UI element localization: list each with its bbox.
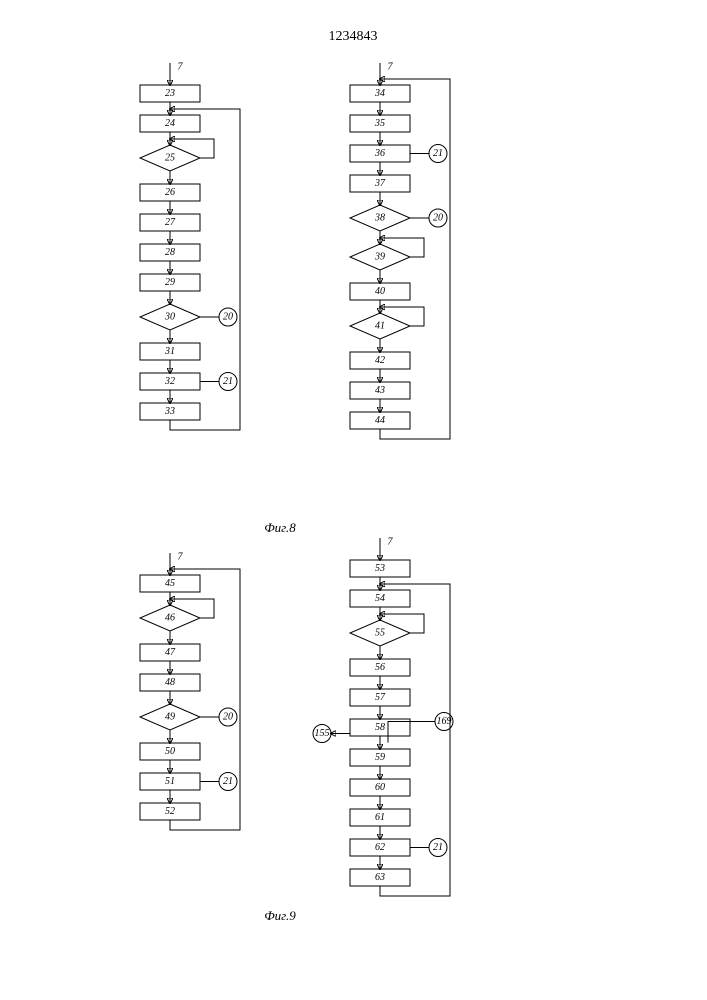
- connector-label-20: 20: [223, 711, 233, 722]
- caption-fig9: Фиг.9: [264, 908, 296, 923]
- process-label-36: 36: [374, 148, 385, 159]
- process-label-56: 56: [375, 662, 385, 673]
- decision-label-55: 55: [375, 627, 385, 638]
- process-label-53: 53: [375, 563, 385, 574]
- process-label-44: 44: [375, 415, 385, 426]
- decision-label-30: 30: [164, 311, 175, 322]
- connector-label-20: 20: [433, 212, 443, 223]
- process-label-63: 63: [375, 872, 385, 883]
- process-label-34: 34: [374, 88, 385, 99]
- process-label-27: 27: [165, 217, 176, 228]
- process-label-43: 43: [375, 385, 385, 396]
- process-label-42: 42: [375, 355, 385, 366]
- entry-label: 7: [178, 551, 184, 562]
- entry-label: 7: [388, 61, 394, 72]
- process-label-23: 23: [165, 88, 175, 99]
- connector-label-155: 155: [315, 728, 330, 739]
- process-label-35: 35: [374, 118, 385, 129]
- decision-label-41: 41: [375, 320, 385, 331]
- process-label-24: 24: [165, 118, 175, 129]
- process-label-54: 54: [375, 593, 385, 604]
- process-label-37: 37: [374, 178, 386, 189]
- connector-label-21: 21: [433, 842, 443, 853]
- decision-label-25: 25: [165, 152, 175, 163]
- connector-label-21: 21: [433, 148, 443, 159]
- connector-label-21: 21: [223, 776, 233, 787]
- entry-label: 7: [178, 61, 184, 72]
- flowchart-canvas: 1234843 7 23 24 25 26 27 28 29 30 20 31 32 21 33 7 34 35…: [0, 0, 707, 1000]
- decision-label-39: 39: [374, 251, 385, 262]
- process-label-28: 28: [165, 247, 175, 258]
- decision-label-38: 38: [374, 212, 385, 223]
- page-header: 1234843: [329, 29, 378, 44]
- process-label-52: 52: [165, 806, 175, 817]
- process-label-48: 48: [165, 677, 175, 688]
- process-label-26: 26: [165, 187, 175, 198]
- decision-label-46: 46: [165, 612, 175, 623]
- process-label-31: 31: [164, 346, 175, 357]
- process-label-59: 59: [375, 752, 385, 763]
- process-label-60: 60: [375, 782, 385, 793]
- process-label-45: 45: [165, 578, 175, 589]
- connector-label-169: 169: [437, 716, 452, 727]
- process-label-51: 51: [165, 776, 175, 787]
- entry-label: 7: [388, 536, 394, 547]
- process-label-50: 50: [165, 746, 175, 757]
- process-label-58: 58: [375, 722, 385, 733]
- process-label-61: 61: [375, 812, 385, 823]
- process-label-29: 29: [165, 277, 175, 288]
- decision-label-49: 49: [165, 711, 175, 722]
- process-label-33: 33: [164, 406, 175, 417]
- connector-label-21: 21: [223, 376, 233, 387]
- process-label-57: 57: [375, 692, 386, 703]
- process-label-32: 32: [164, 376, 175, 387]
- process-label-62: 62: [375, 842, 385, 853]
- process-label-47: 47: [165, 647, 176, 658]
- caption-fig8: Фиг.8: [264, 520, 296, 535]
- process-label-40: 40: [375, 286, 385, 297]
- connector-label-20: 20: [223, 311, 233, 322]
